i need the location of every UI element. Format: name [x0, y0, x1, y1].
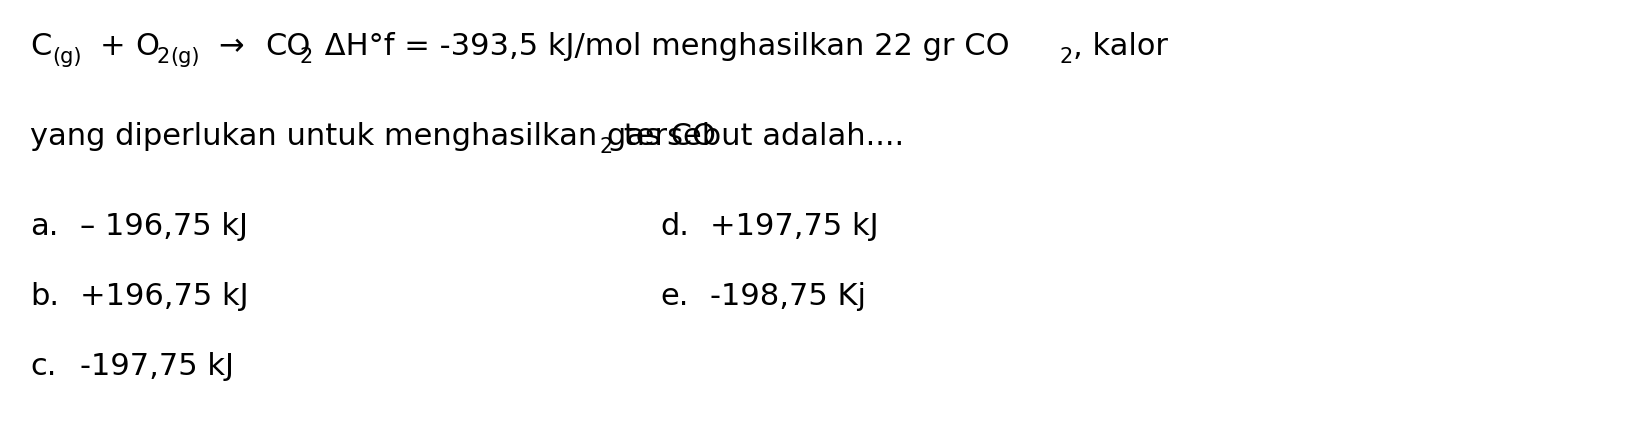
- Text: ΔH°f = -393,5 kJ/mol menghasilkan 22 gr CO: ΔH°f = -393,5 kJ/mol menghasilkan 22 gr …: [314, 32, 1009, 61]
- Text: O: O: [135, 32, 160, 61]
- Text: – 196,75 kJ: – 196,75 kJ: [81, 211, 249, 240]
- Text: C: C: [30, 32, 51, 61]
- Text: →: →: [217, 32, 244, 61]
- Text: a.: a.: [30, 211, 58, 240]
- Text: d.: d.: [660, 211, 690, 240]
- Text: -197,75 kJ: -197,75 kJ: [81, 351, 234, 380]
- Text: +196,75 kJ: +196,75 kJ: [81, 281, 249, 310]
- Text: , kalor: , kalor: [1073, 32, 1169, 61]
- Text: -198,75 Kj: -198,75 Kj: [709, 281, 866, 310]
- Text: yang diperlukan untuk menghasilkan gas CO: yang diperlukan untuk menghasilkan gas C…: [30, 122, 716, 151]
- Text: +197,75 kJ: +197,75 kJ: [709, 211, 879, 240]
- Text: c.: c.: [30, 351, 56, 380]
- Text: e.: e.: [660, 281, 688, 310]
- Text: 2: 2: [156, 47, 170, 67]
- Text: 2: 2: [601, 137, 614, 157]
- Text: tersebut adalah....: tersebut adalah....: [614, 122, 904, 151]
- Text: (g): (g): [53, 47, 82, 67]
- Text: b.: b.: [30, 281, 59, 310]
- Text: (g): (g): [170, 47, 199, 67]
- Text: 2: 2: [300, 47, 313, 67]
- Text: 2: 2: [1060, 47, 1073, 67]
- Text: +: +: [100, 32, 125, 61]
- Text: CO: CO: [265, 32, 311, 61]
